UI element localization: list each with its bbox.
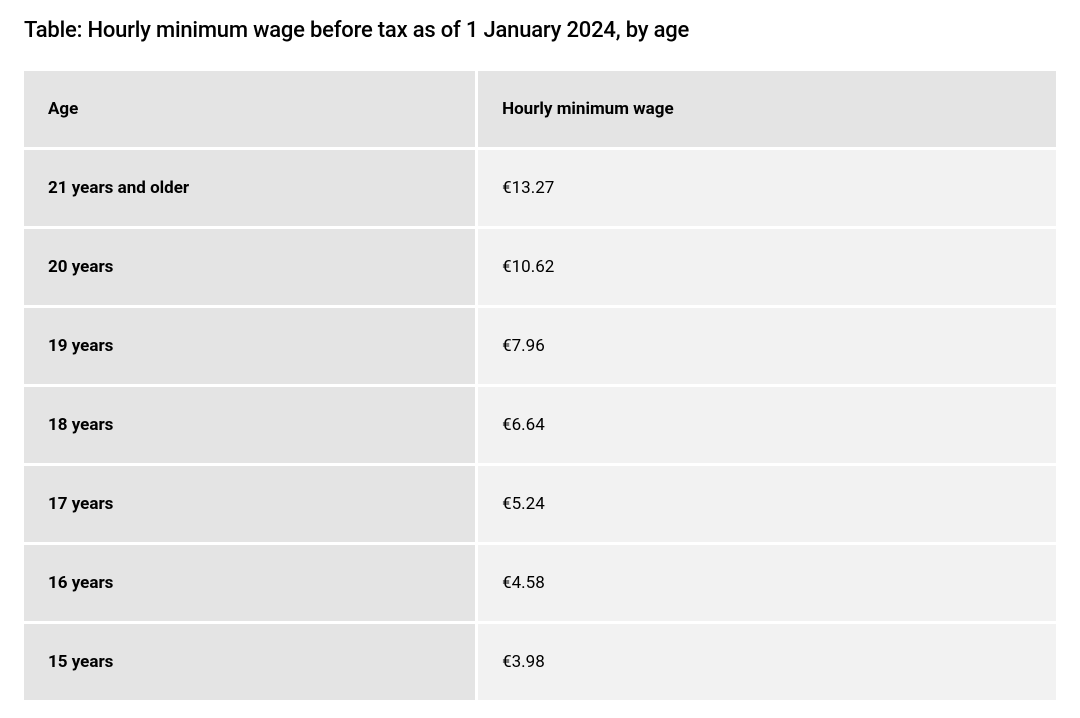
wage-table: Age Hourly minimum wage 21 years and old… — [24, 71, 1056, 700]
cell-age: 18 years — [24, 387, 478, 466]
cell-age: 19 years — [24, 308, 478, 387]
col-header-wage: Hourly minimum wage — [478, 71, 1056, 150]
cell-wage: €13.27 — [478, 150, 1056, 229]
table-title: Table: Hourly minimum wage before tax as… — [24, 18, 1056, 43]
cell-age: 15 years — [24, 624, 478, 700]
cell-age: 17 years — [24, 466, 478, 545]
cell-wage: €3.98 — [478, 624, 1056, 700]
cell-wage: €7.96 — [478, 308, 1056, 387]
cell-age: 20 years — [24, 229, 478, 308]
table-row: 18 years €6.64 — [24, 387, 1056, 466]
table-row: 16 years €4.58 — [24, 545, 1056, 624]
cell-wage: €6.64 — [478, 387, 1056, 466]
cell-age: 21 years and older — [24, 150, 478, 229]
table-row: 17 years €5.24 — [24, 466, 1056, 545]
col-header-age: Age — [24, 71, 478, 150]
cell-wage: €4.58 — [478, 545, 1056, 624]
table-row: 21 years and older €13.27 — [24, 150, 1056, 229]
cell-wage: €5.24 — [478, 466, 1056, 545]
table-header-row: Age Hourly minimum wage — [24, 71, 1056, 150]
cell-wage: €10.62 — [478, 229, 1056, 308]
table-row: 19 years €7.96 — [24, 308, 1056, 387]
cell-age: 16 years — [24, 545, 478, 624]
table-row: 20 years €10.62 — [24, 229, 1056, 308]
table-row: 15 years €3.98 — [24, 624, 1056, 700]
